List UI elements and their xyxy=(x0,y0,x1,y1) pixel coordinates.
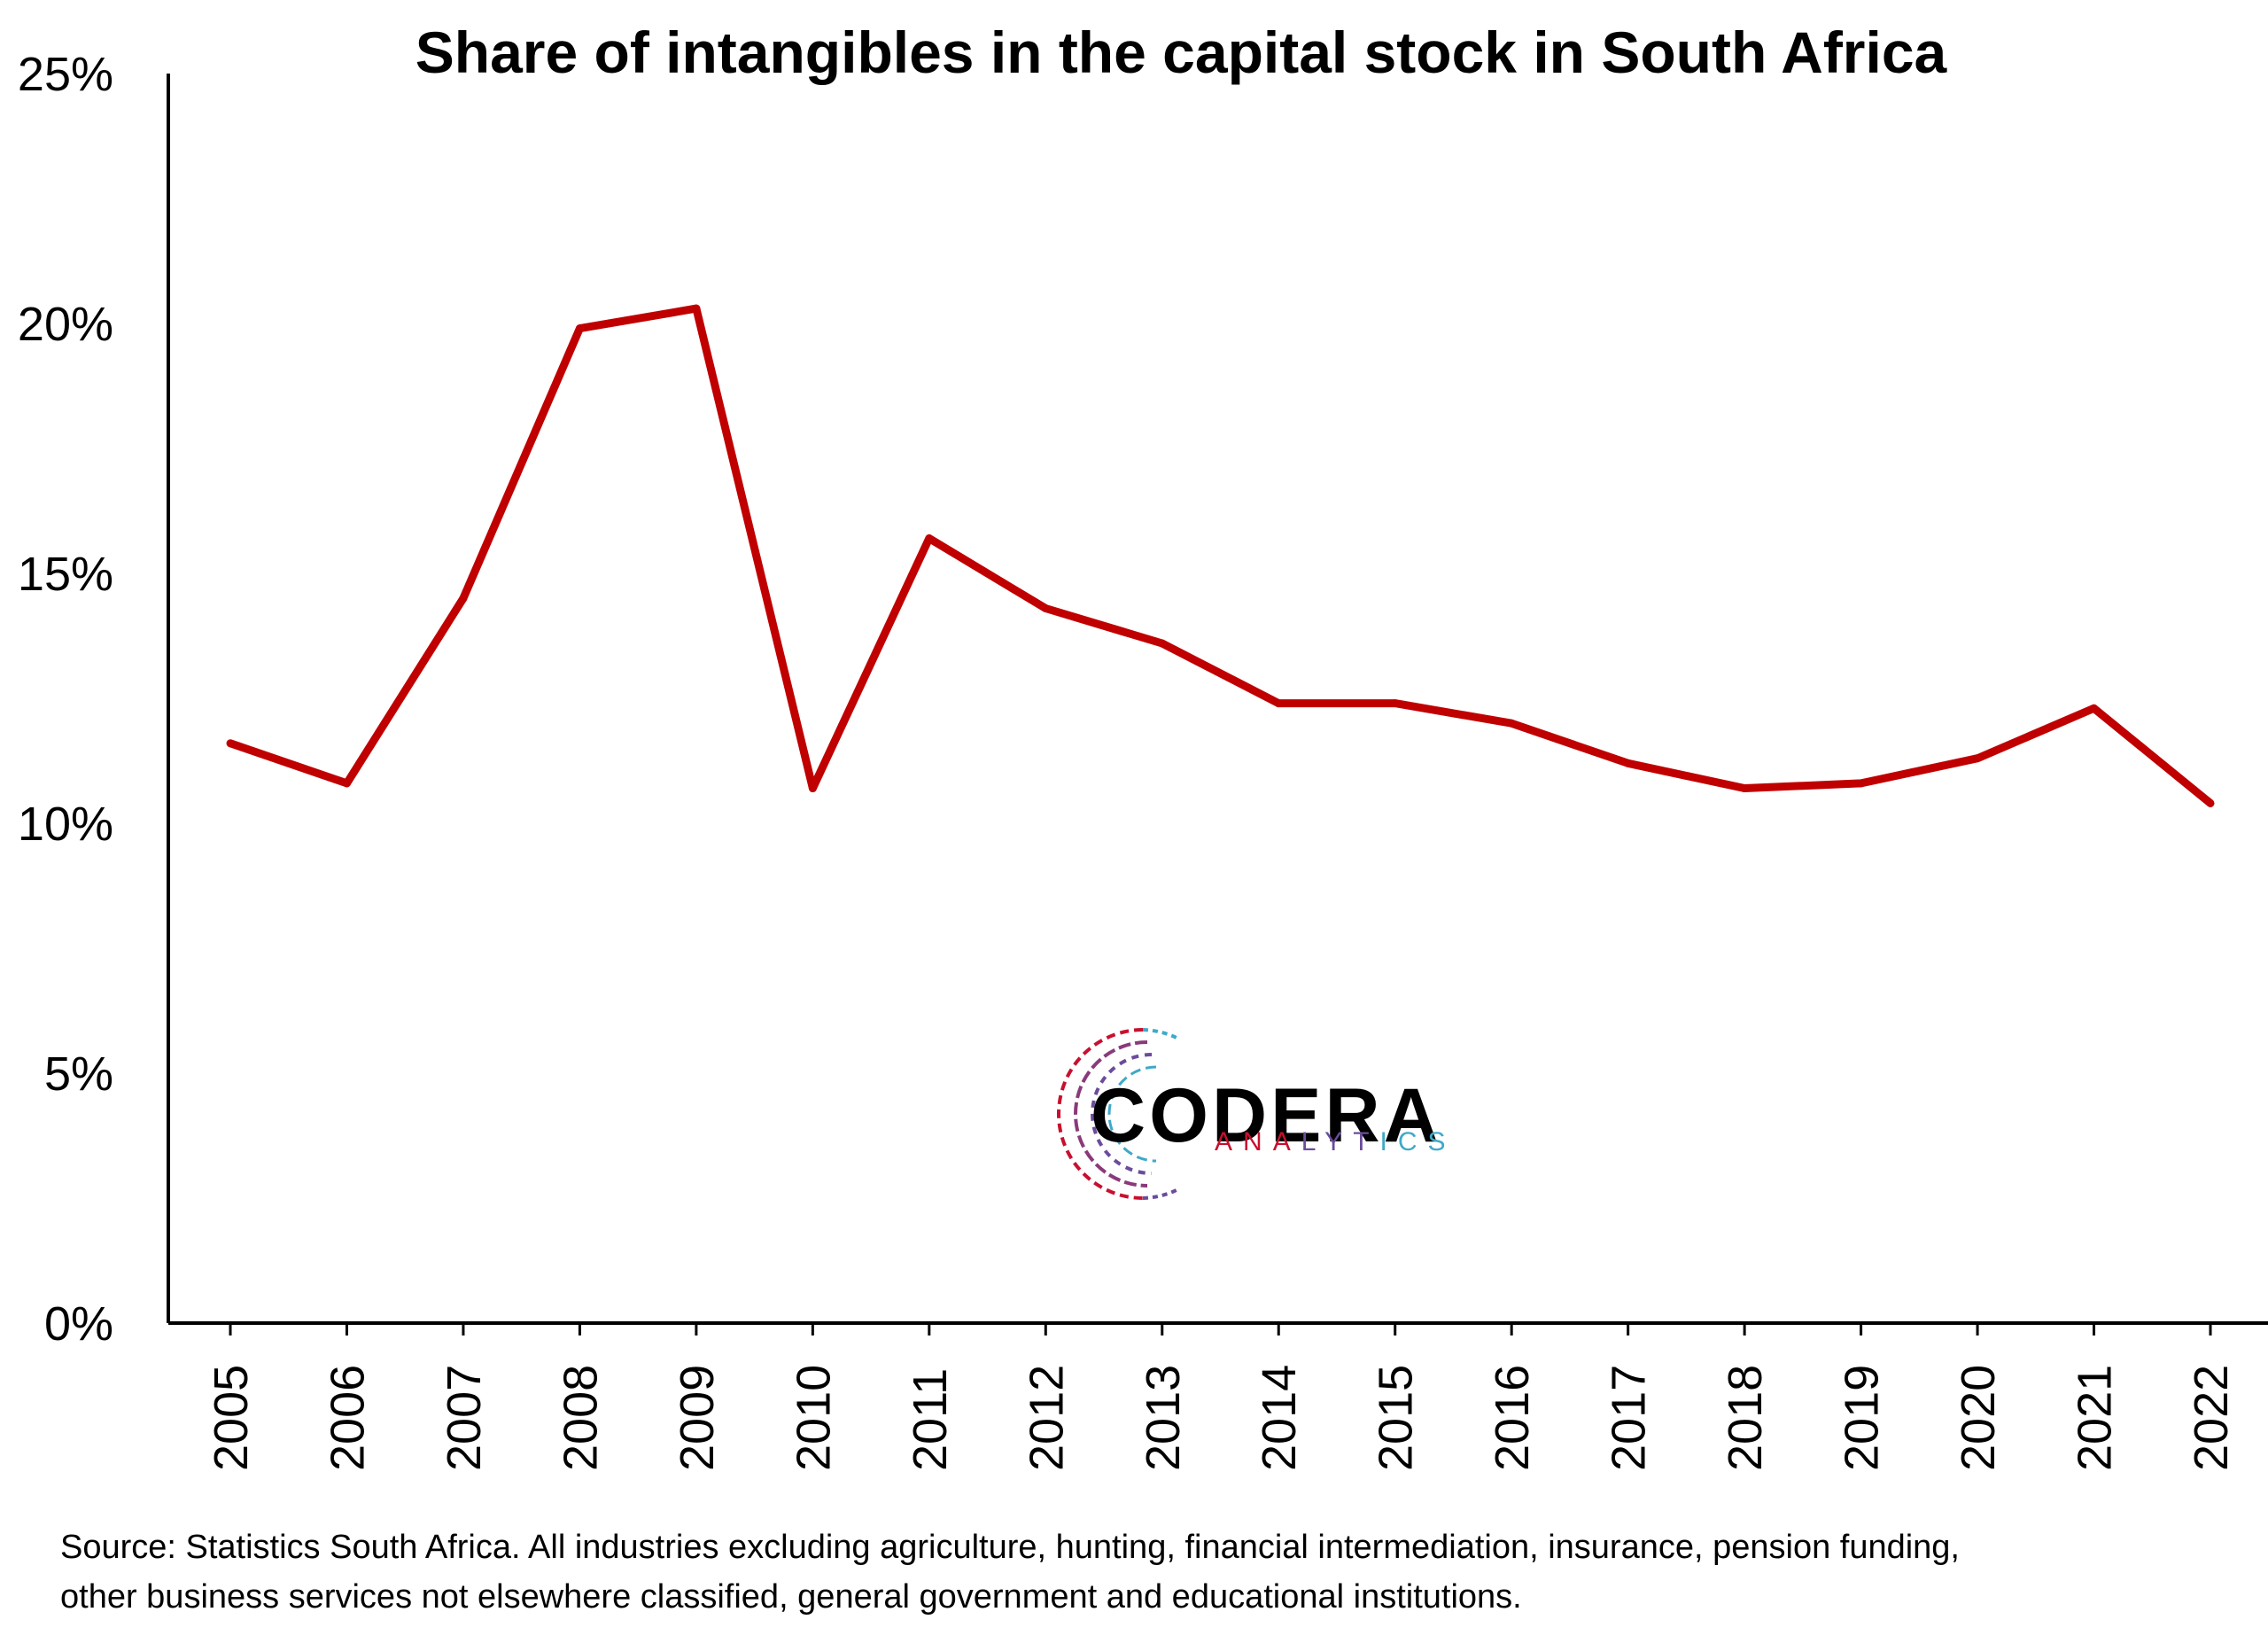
y-tick-label: 0% xyxy=(44,1297,113,1351)
x-tick-label: 2005 xyxy=(205,1365,258,1471)
data-point xyxy=(1041,603,1050,612)
data-point xyxy=(1274,699,1283,708)
data-point xyxy=(459,594,468,603)
y-tick-label: 20% xyxy=(18,298,113,351)
data-point xyxy=(575,324,584,333)
x-tick-label: 2011 xyxy=(904,1368,957,1471)
series-layer xyxy=(226,304,2215,807)
data-point xyxy=(692,304,701,313)
x-tick-label: 2010 xyxy=(787,1365,840,1471)
data-point xyxy=(1973,754,1982,763)
data-point xyxy=(2090,704,2099,712)
x-tick-label: 2017 xyxy=(1603,1365,1656,1471)
x-tick-label: 2018 xyxy=(1719,1365,1772,1471)
series-line-0 xyxy=(229,304,2213,806)
x-tick-label: 2022 xyxy=(2185,1365,2238,1471)
codera-logo: CODERA ANALYTICS xyxy=(1057,1028,1456,1200)
data-point xyxy=(226,739,235,748)
source-note-line-2: other business services not elsewhere cl… xyxy=(60,1578,1522,1616)
chart-axes xyxy=(167,74,2268,1325)
x-tick-label: 2013 xyxy=(1137,1365,1190,1471)
chart-title: Share of intangibles in the capital stoc… xyxy=(416,19,1948,85)
data-point xyxy=(342,779,351,788)
data-point xyxy=(1507,719,1516,728)
x-tick-label: 2015 xyxy=(1370,1365,1423,1471)
source-note-line-1: Source: Statistics South Africa. All ind… xyxy=(60,1529,1960,1566)
x-tick-label: 2007 xyxy=(438,1365,491,1471)
x-axis-ticks: 2005 2006 2007 2008 2009 2010 2011 2012 2013 2014… xyxy=(205,1323,2238,1471)
x-tick-label: 2009 xyxy=(671,1365,724,1471)
data-point xyxy=(925,534,934,543)
data-point xyxy=(1391,699,1400,708)
x-tick-label: 2016 xyxy=(1486,1365,1539,1471)
data-point xyxy=(1740,784,1749,793)
x-tick-label: 2006 xyxy=(321,1365,374,1471)
logo-name: CODERA xyxy=(1091,1073,1442,1158)
logo-tagline: ANALYTICS xyxy=(1215,1127,1456,1156)
y-axis-ticks: 0% 5% 10% 15% 20% 25% xyxy=(18,48,113,1351)
y-tick-label: 15% xyxy=(18,548,113,601)
data-point xyxy=(1624,759,1633,767)
x-tick-label: 2021 xyxy=(2069,1365,2122,1471)
data-point xyxy=(1857,779,1866,788)
x-tick-label: 2012 xyxy=(1020,1365,1073,1471)
data-point xyxy=(2206,798,2215,807)
logo-circle-icon xyxy=(1057,1028,1179,1200)
data-point xyxy=(1158,639,1167,648)
x-tick-label: 2014 xyxy=(1253,1365,1306,1471)
y-tick-label: 25% xyxy=(18,48,113,101)
y-tick-label: 10% xyxy=(18,798,113,851)
x-tick-label: 2008 xyxy=(554,1365,607,1471)
y-tick-label: 5% xyxy=(44,1047,113,1101)
x-tick-label: 2020 xyxy=(1952,1365,2005,1471)
x-tick-label: 2019 xyxy=(1836,1365,1889,1471)
data-point xyxy=(808,784,817,793)
